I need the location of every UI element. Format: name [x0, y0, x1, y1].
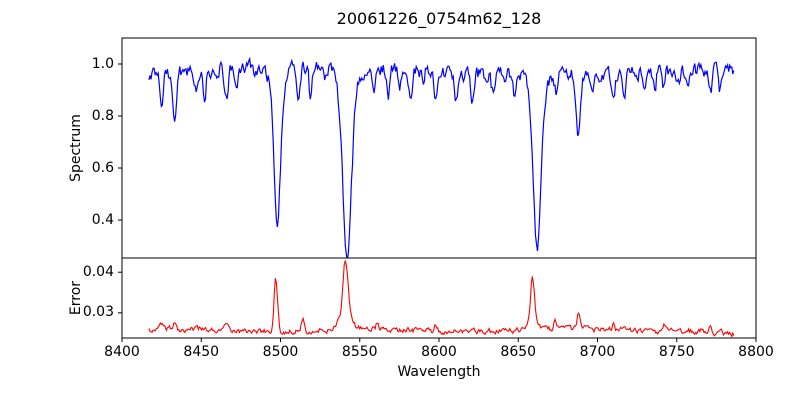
y-tick-label: 0.6 [91, 159, 114, 176]
y-tick-label: 0.04 [82, 263, 114, 280]
x-axis-label: Wavelength [397, 364, 481, 380]
x-tick-label: 8800 [738, 344, 774, 360]
error-curve [148, 260, 735, 338]
error-panel-border [121, 257, 757, 339]
x-tick-label: 8550 [341, 344, 378, 360]
y-tick-label: 0.4 [91, 211, 114, 228]
x-tick-label: 8500 [262, 344, 299, 360]
x-tick-label: 8650 [500, 344, 537, 360]
y-tick-label: 0.8 [91, 107, 114, 124]
y-tick-label: 1.0 [91, 55, 114, 72]
spectrum-curve [148, 56, 735, 258]
chart-title: 20061226_0754m62_128 [336, 9, 542, 28]
x-tick-label: 8450 [183, 344, 220, 360]
x-tick-label: 8400 [104, 344, 140, 360]
x-tick-label: 8700 [579, 344, 616, 360]
x-tick-label: 8750 [658, 344, 695, 360]
x-tick-label: 8600 [421, 344, 457, 360]
y-tick-label: 0.03 [82, 304, 114, 321]
